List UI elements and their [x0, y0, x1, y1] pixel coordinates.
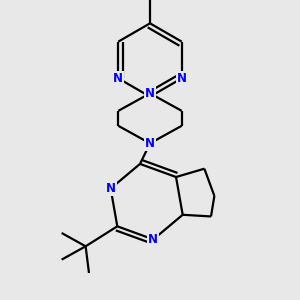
Text: N: N	[148, 233, 158, 246]
Text: N: N	[145, 87, 155, 100]
Text: N: N	[113, 72, 123, 85]
Text: N: N	[145, 137, 155, 150]
Text: N: N	[177, 72, 187, 85]
Text: N: N	[106, 182, 116, 195]
